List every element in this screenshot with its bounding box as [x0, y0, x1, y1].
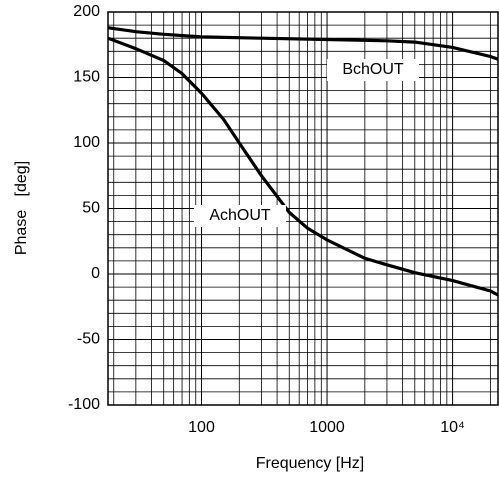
y-tick-label: 0 [91, 265, 100, 282]
y-axis-label: Phase [deg] [13, 161, 30, 255]
y-tick-label: 50 [82, 200, 100, 217]
x-tick-label: 100 [188, 419, 215, 436]
label-background [327, 59, 419, 81]
line [108, 26, 498, 61]
plot-frame [107, 11, 499, 406]
y-tick-label: 150 [73, 69, 100, 86]
x-tick-label: 1000 [309, 419, 345, 436]
series-label: BchOUT [342, 61, 404, 78]
x-axis-label: Frequency [Hz] [256, 455, 364, 472]
y-tick-label: -50 [77, 331, 100, 348]
y-tick-label: 200 [73, 3, 100, 20]
series-label: AchOUT [209, 207, 271, 224]
label-background [194, 205, 286, 227]
line [108, 36, 498, 297]
y-tick-label: -100 [68, 396, 100, 413]
x-tick-label: 10⁴ [440, 419, 465, 436]
y-tick-label: 100 [73, 134, 100, 151]
